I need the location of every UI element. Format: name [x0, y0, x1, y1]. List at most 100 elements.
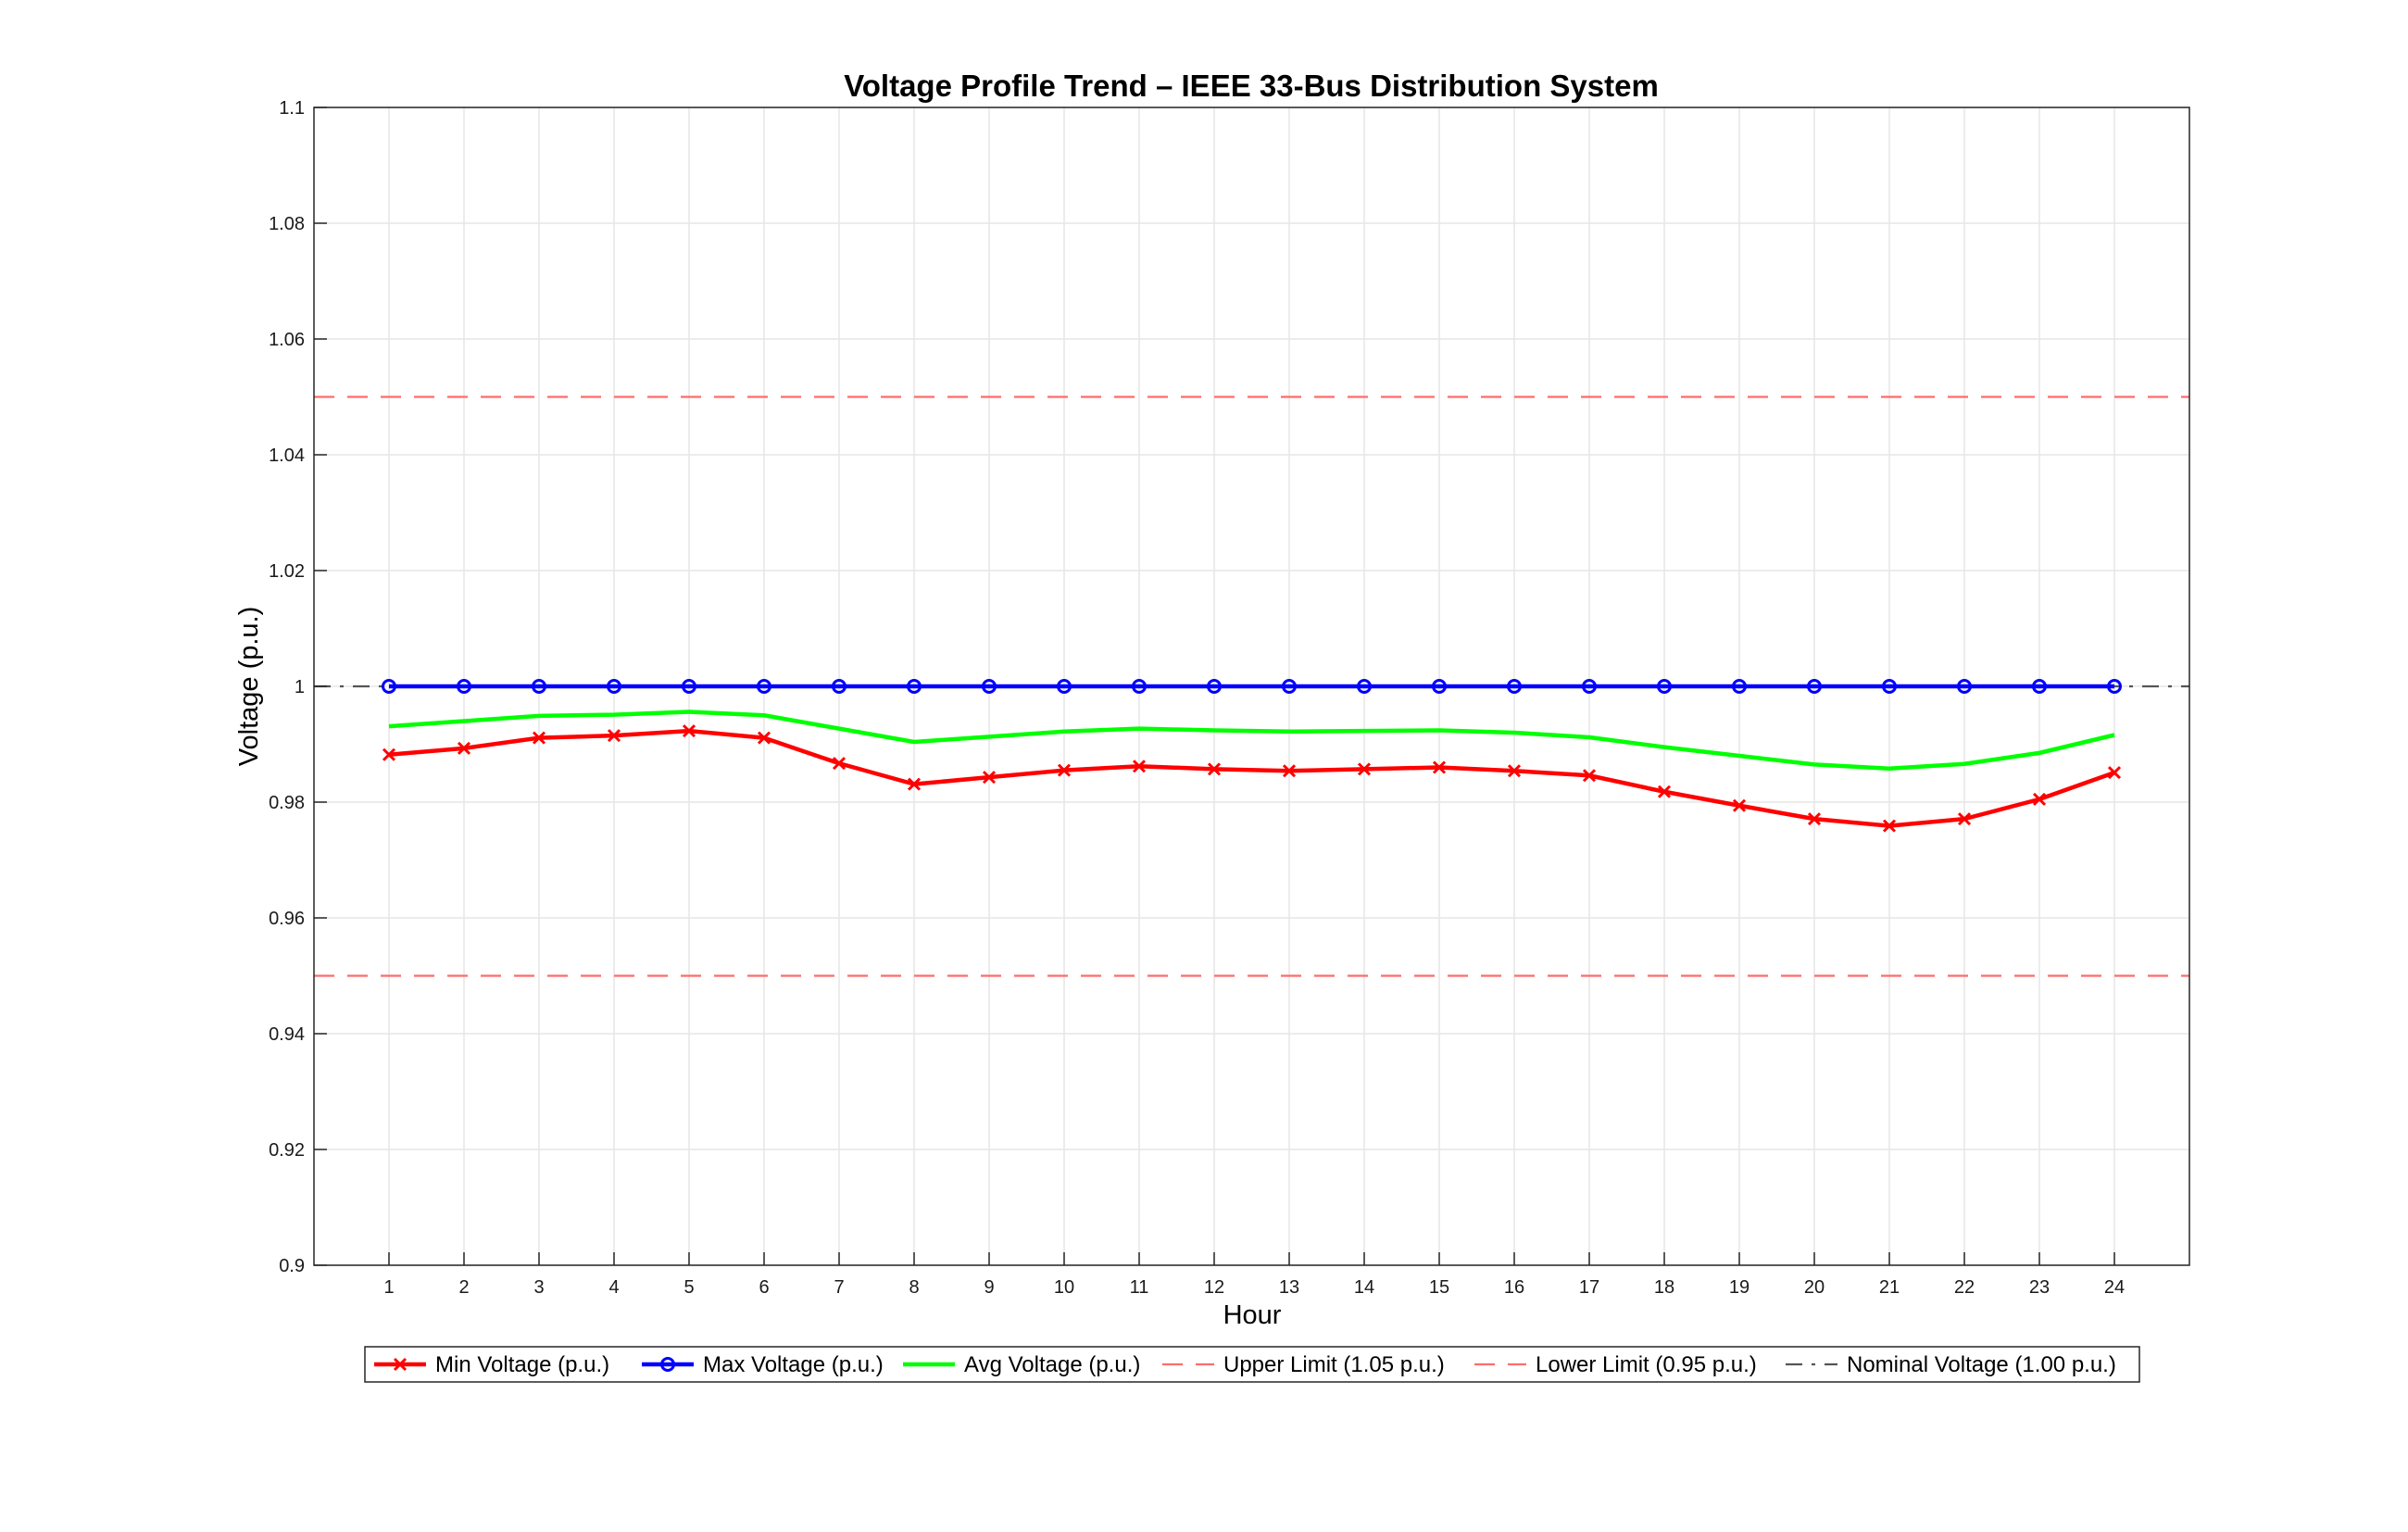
x-tick-label: 2: [458, 1277, 469, 1298]
x-tick-label: 15: [1429, 1277, 1449, 1298]
avg-voltage-series: [388, 709, 2115, 771]
chart-title: Voltage Profile Trend – IEEE 33-Bus Dist…: [844, 69, 1659, 103]
max-voltage-point: [1957, 679, 1972, 694]
x-tick-label: 1: [383, 1277, 394, 1298]
min-voltage-point: [1207, 762, 1222, 776]
min-voltage-point: [832, 757, 847, 771]
legend-label: Lower Limit (0.95 p.u.): [1536, 1352, 1757, 1377]
min-voltage-point: [2107, 766, 2122, 780]
x-tick-label: 5: [684, 1277, 694, 1298]
min-voltage-point: [1507, 764, 1522, 778]
x-tick-label: 12: [1204, 1277, 1224, 1298]
legend-item-max-voltage: Max Voltage (p.u.): [642, 1352, 884, 1377]
min-voltage-point: [1732, 798, 1747, 812]
min-voltage-point: [982, 771, 997, 785]
max-voltage-point: [682, 679, 696, 694]
min-voltage-point: [1057, 763, 1072, 777]
max-voltage-point: [1132, 679, 1147, 694]
y-tick-label: 0.92: [269, 1140, 305, 1161]
y-tick-label: 1.08: [269, 214, 305, 234]
min-voltage-point: [457, 741, 471, 755]
max-voltage-point: [457, 679, 471, 694]
max-voltage-point: [1057, 679, 1072, 694]
x-tick-label: 13: [1279, 1277, 1299, 1298]
y-axis-ticks: 0.9 0.92 0.94 0.96 0.98 1 1.02 1.04 1.06 1.08 1.1: [269, 98, 327, 1276]
min-voltage-point: [1807, 812, 1822, 826]
x-tick-label: 9: [984, 1277, 994, 1298]
min-voltage-point: [1582, 769, 1597, 783]
legend-marker: [660, 1357, 675, 1372]
min-voltage-point: [1132, 760, 1147, 773]
x-tick-label: 23: [2029, 1277, 2050, 1298]
x-tick-label: 17: [1579, 1277, 1599, 1298]
y-tick-label: 1.1: [279, 98, 305, 119]
legend-label: Max Voltage (p.u.): [703, 1352, 884, 1377]
min-voltage-point: [2032, 792, 2047, 806]
max-voltage-point: [1507, 679, 1522, 694]
min-voltage-point: [682, 724, 696, 738]
max-voltage-point: [1807, 679, 1822, 694]
y-tick-label: 0.98: [269, 793, 305, 813]
max-voltage-point: [907, 679, 922, 694]
max-voltage-point: [1882, 679, 1897, 694]
x-tick-label: 20: [1804, 1277, 1825, 1298]
max-voltage-point: [1282, 679, 1297, 694]
y-tick-label: 1.04: [269, 446, 305, 466]
min-voltage-point: [907, 777, 922, 791]
y-tick-label: 0.9: [279, 1256, 305, 1276]
x-tick-label: 21: [1879, 1277, 1900, 1298]
x-tick-label: 19: [1729, 1277, 1750, 1298]
x-axis-ticks: 1 2 3 4 5 6 7 8 9 10 11 12 13 14 15 16 17 18 19 20 21 22 23 24: [383, 1252, 2125, 1298]
max-voltage-point: [1207, 679, 1222, 694]
avg-voltage-line: [388, 709, 2115, 771]
max-voltage-point: [1732, 679, 1747, 694]
x-tick-label: 10: [1054, 1277, 1074, 1298]
legend-item-avg-voltage: Avg Voltage (p.u.): [903, 1352, 1140, 1377]
min-voltage-point: [1357, 762, 1372, 776]
min-voltage-point: [532, 731, 546, 745]
min-voltage-point: [757, 731, 771, 745]
min-voltage-point: [1882, 819, 1897, 833]
max-voltage-point: [757, 679, 771, 694]
x-tick-label: 6: [759, 1277, 769, 1298]
max-voltage-point: [832, 679, 847, 694]
x-tick-label: 24: [2104, 1277, 2125, 1298]
max-voltage-point: [2107, 679, 2122, 694]
legend-item-lower-limit: Lower Limit (0.95 p.u.): [1474, 1352, 1757, 1377]
max-voltage-point: [982, 679, 997, 694]
y-tick-label: 0.94: [269, 1024, 305, 1045]
legend-label: Nominal Voltage (1.00 p.u.): [1847, 1352, 2116, 1377]
y-tick-label: 1.02: [269, 561, 305, 582]
max-voltage-point: [1582, 679, 1597, 694]
min-voltage-point: [1282, 764, 1297, 778]
legend: Min Voltage (p.u.) Max Voltage (p.u.) Avg …: [364, 1346, 2140, 1383]
max-voltage-point: [382, 679, 396, 694]
x-tick-label: 11: [1130, 1277, 1149, 1298]
max-voltage-point: [1357, 679, 1372, 694]
legend-marker: [393, 1357, 408, 1372]
min-voltage-point: [1657, 785, 1672, 798]
x-tick-label: 4: [608, 1277, 619, 1298]
min-voltage-point: [607, 729, 621, 743]
x-tick-label: 16: [1504, 1277, 1524, 1298]
max-voltage-point: [607, 679, 621, 694]
x-tick-label: 14: [1354, 1277, 1374, 1298]
y-axis-label: Voltage (p.u.): [234, 607, 264, 767]
max-voltage-series: [382, 679, 2122, 694]
x-tick-label: 18: [1654, 1277, 1674, 1298]
y-tick-label: 0.96: [269, 909, 305, 929]
legend-item-min-voltage: Min Voltage (p.u.): [374, 1352, 609, 1377]
max-voltage-point: [1657, 679, 1672, 694]
min-voltage-line: [388, 728, 2115, 828]
data-series: [382, 679, 2122, 833]
legend-item-upper-limit: Upper Limit (1.05 p.u.): [1162, 1352, 1445, 1377]
x-tick-label: 22: [1954, 1277, 1975, 1298]
max-voltage-point: [2032, 679, 2047, 694]
max-voltage-point: [1432, 679, 1447, 694]
legend-label: Upper Limit (1.05 p.u.): [1223, 1352, 1445, 1377]
min-voltage-point: [1432, 760, 1447, 774]
max-voltage-point: [532, 679, 546, 694]
y-tick-label: 1.06: [269, 330, 305, 350]
x-tick-label: 7: [834, 1277, 844, 1298]
